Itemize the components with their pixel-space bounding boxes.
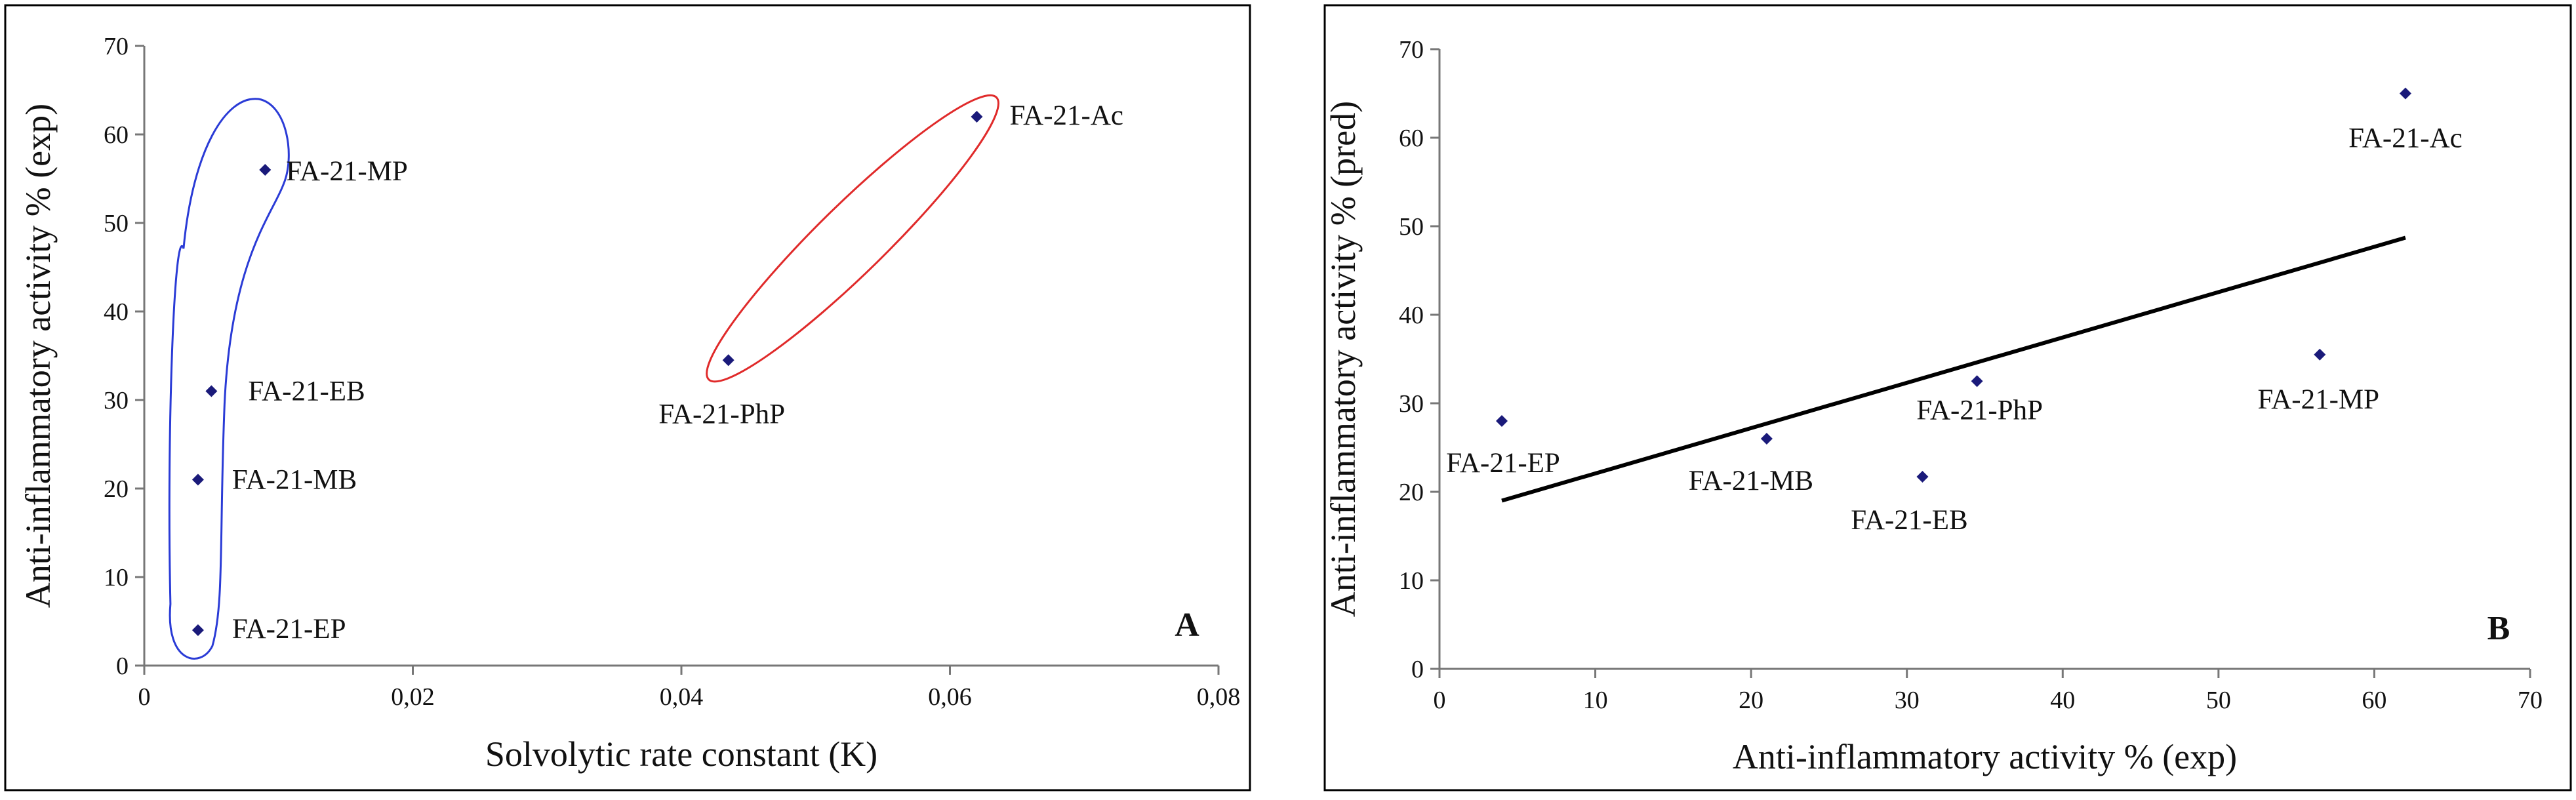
y-axis-title: Anti-inflammatory activity % (exp) (18, 104, 58, 608)
x-tick-label: 0,04 (660, 683, 704, 711)
point-label: FA-21-Ac (2348, 123, 2463, 154)
data-point (1496, 415, 1508, 427)
group-outline-loop (168, 98, 290, 660)
y-tick-label: 20 (1399, 479, 1424, 506)
point-label: FA-21-MP (286, 156, 408, 187)
group-outline-ellipse (706, 94, 999, 383)
x-tick-label: 10 (1583, 687, 1608, 714)
panel-a: 0 10 20 30 40 50 60 70 0 0,02 0,04 0,06 0,08 Solvolyt… (4, 4, 1251, 791)
point-label: FA-21-MB (1689, 466, 1813, 496)
x-tick-label: 40 (2050, 687, 2075, 714)
x-tick-label: 60 (2362, 687, 2386, 714)
y-tick-label: 10 (1399, 567, 1424, 595)
data-point (1916, 471, 1929, 483)
panel-letter: A (1175, 607, 1199, 644)
y-tick-label: 60 (1399, 125, 1424, 152)
x-tick-label: 20 (1739, 687, 1763, 714)
x-tick-label: 0 (1434, 687, 1446, 714)
y-tick-label: 60 (104, 121, 129, 149)
point-label: FA-21-EP (232, 614, 346, 645)
y-tick-label: 70 (104, 33, 129, 60)
x-tick-label: 0,02 (391, 683, 435, 711)
x-tick-label: 0 (138, 683, 151, 711)
x-tick-label: 0,08 (1197, 683, 1241, 711)
y-tick-label: 40 (1399, 302, 1424, 329)
panel-frame (1323, 4, 2572, 791)
data-point (1760, 433, 1773, 445)
y-tick-label: 0 (1411, 656, 1424, 683)
point-label: FA-21-EB (1851, 505, 1967, 536)
y-tick-label: 50 (104, 210, 129, 237)
y-tick-label: 0 (116, 652, 129, 680)
x-tick-label: 30 (1895, 687, 1920, 714)
point-label: FA-21-MP (2257, 384, 2379, 415)
data-point (1971, 375, 1983, 388)
data-point (2314, 348, 2326, 361)
point-label: FA-21-Ac (1009, 100, 1123, 131)
data-point (722, 354, 735, 367)
data-point (971, 111, 983, 123)
point-label: FA-21-MB (232, 465, 357, 496)
x-tick-label: 0,06 (928, 683, 972, 711)
y-axis-title: Anti-inflammatory activity % (pred) (1323, 101, 1363, 617)
point-label: FA-21-PhP (658, 399, 785, 430)
x-axis-title: Solvolytic rate constant (K) (485, 734, 877, 774)
y-tick-label: 30 (1399, 390, 1424, 418)
panel-frame (4, 4, 1251, 791)
data-point (2399, 87, 2411, 100)
y-tick-label: 20 (104, 475, 129, 503)
trend-line (1501, 235, 2406, 503)
y-tick-label: 10 (104, 564, 129, 591)
x-tick-label: 70 (2518, 687, 2543, 714)
y-tick-label: 50 (1399, 213, 1424, 241)
data-point (205, 385, 218, 397)
x-tick-label: 50 (2206, 687, 2231, 714)
point-label: FA-21-PhP (1916, 395, 2043, 426)
y-tick-label: 30 (104, 387, 129, 414)
y-tick-label: 40 (104, 298, 129, 326)
point-label: FA-21-EB (248, 376, 365, 407)
data-point (259, 164, 272, 176)
panel-b: 0 10 20 30 40 50 60 70 0 10 20 30 40 50 60 70 Anti-infla… (1323, 4, 2572, 791)
panel-letter: B (2487, 610, 2510, 647)
y-tick-label: 70 (1399, 36, 1424, 64)
data-point (191, 473, 204, 486)
point-label: FA-21-EP (1446, 448, 1560, 479)
data-point (191, 624, 204, 636)
x-axis-title: Anti-inflammatory activity % (exp) (1733, 737, 2237, 776)
